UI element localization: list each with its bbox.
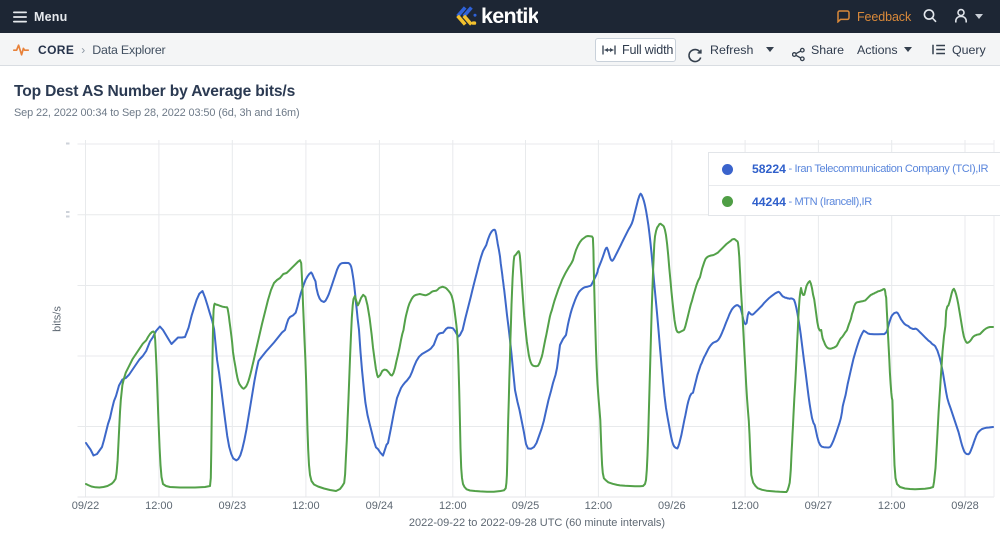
svg-text:kentik: kentik bbox=[481, 4, 538, 28]
